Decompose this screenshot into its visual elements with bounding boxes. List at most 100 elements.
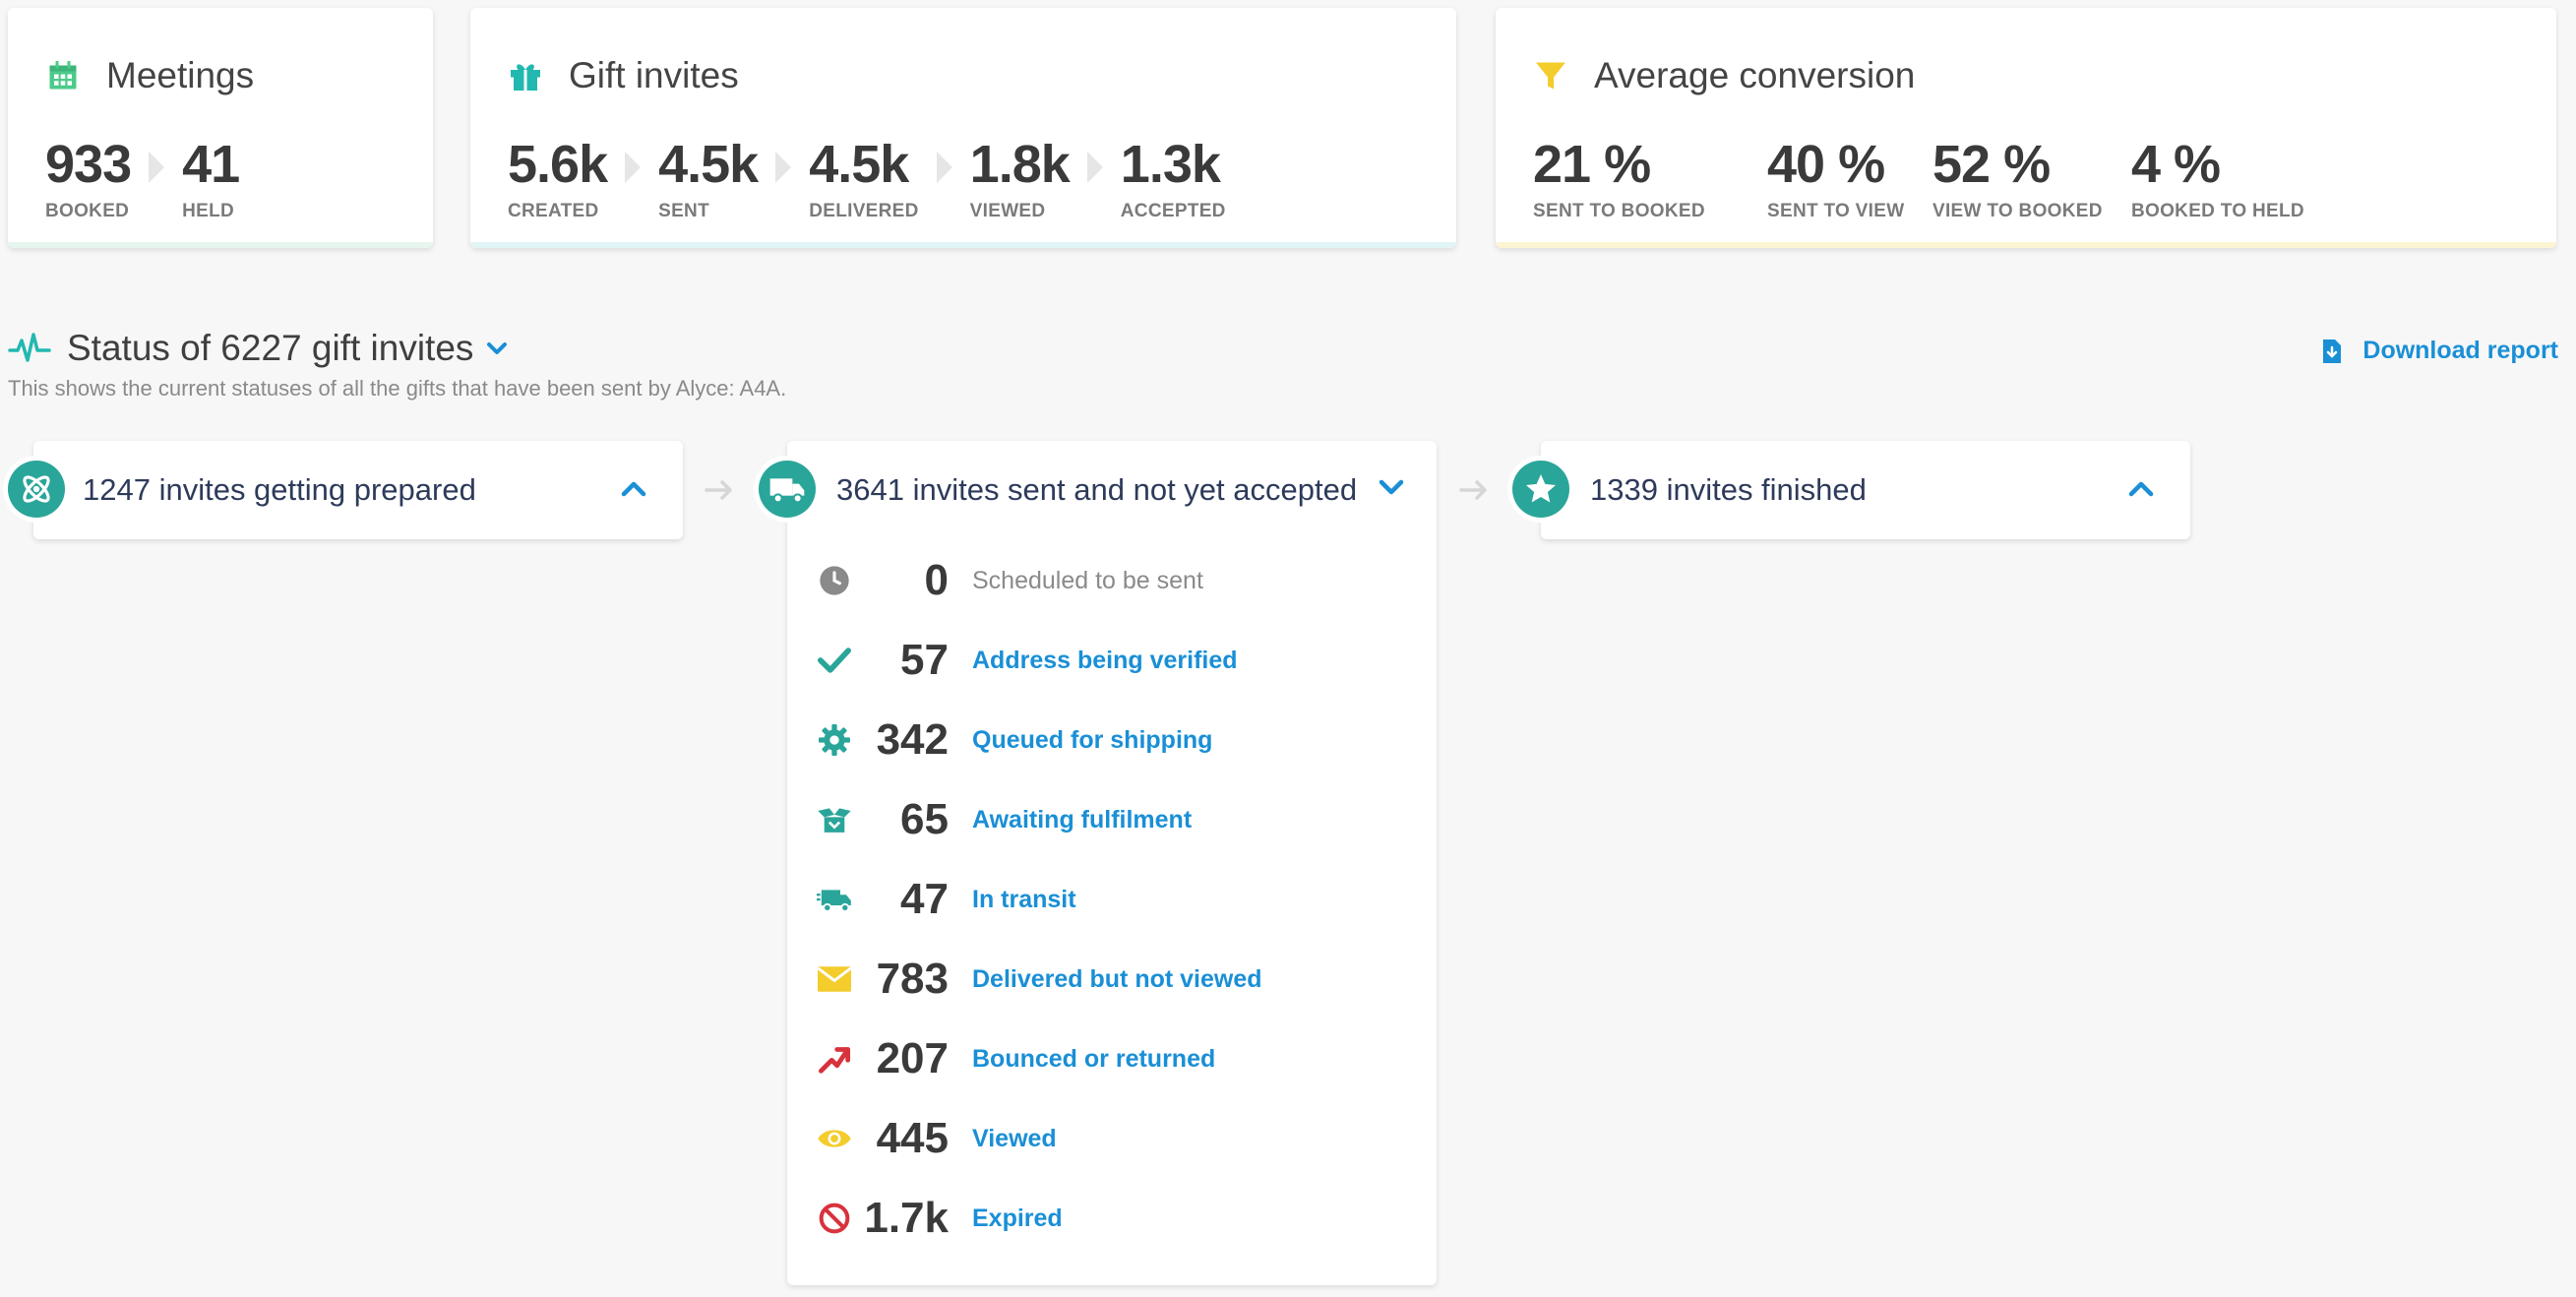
ban-icon [817, 1201, 852, 1236]
check-icon [817, 643, 852, 678]
stat-separator [625, 152, 642, 183]
download-report-label: Download report [2362, 337, 2558, 364]
delivered-value: 4.5k [809, 135, 909, 194]
open-box-icon [817, 802, 852, 837]
list-item[interactable]: 1.7k Expired [787, 1179, 1437, 1258]
created-stat: 5.6k CREATED [508, 132, 608, 222]
atom-icon [8, 461, 65, 518]
truck-icon [759, 461, 816, 518]
sent-to-view-label: SENT TO VIEW [1767, 201, 1905, 221]
sent-to-view-value: 40 % [1767, 135, 1885, 194]
column-title: 1339 invites finished [1590, 472, 1867, 507]
eye-icon [817, 1121, 852, 1156]
chevron-up-icon[interactable] [2125, 476, 2157, 500]
created-label: CREATED [508, 201, 599, 221]
status-count: 445 [876, 1114, 949, 1162]
star-icon [1512, 461, 1569, 518]
status-subtitle: This shows the current statuses of all t… [8, 376, 787, 401]
status-label: Bounced or returned [972, 1044, 1216, 1073]
gift-invites-card: Gift invites 5.6k CREATED 4.5k SENT 4.5k… [470, 8, 1456, 248]
chevron-down-icon[interactable] [485, 339, 509, 358]
status-count: 783 [876, 955, 949, 1003]
view-to-booked-label: VIEW TO BOOKED [1932, 201, 2103, 221]
booked-value: 933 [45, 135, 132, 194]
delivered-label: DELIVERED [809, 201, 919, 221]
list-item[interactable]: 445 Viewed [787, 1099, 1437, 1178]
chevron-down-icon[interactable] [1376, 476, 1407, 500]
conversion-title: Average conversion [1594, 55, 1916, 95]
activity-pulse-icon [8, 333, 51, 362]
status-section-header[interactable]: Status of 6227 gift invites [8, 328, 509, 369]
status-column-sent: 3641 invites sent and not yet accepted 0… [787, 441, 1437, 1285]
meetings-card: Meetings 933 BOOKED 41 HELD [8, 8, 433, 248]
sent-stat: 4.5k SENT [658, 132, 759, 222]
list-item[interactable]: 0 Scheduled to be sent [787, 541, 1437, 620]
meetings-title: Meetings [106, 55, 255, 95]
sent-to-booked-stat: 21 % SENT TO BOOKED [1533, 132, 1767, 222]
status-column-finished: 1339 invites finished [1541, 441, 2190, 539]
stat-separator [1086, 152, 1103, 183]
stat-separator [775, 152, 792, 183]
accepted-label: ACCEPTED [1120, 201, 1226, 221]
booked-stat: 933 BOOKED [45, 132, 132, 222]
status-title: Status of 6227 gift invites [67, 328, 474, 368]
list-item[interactable]: 207 Bounced or returned [787, 1019, 1437, 1098]
conversion-underline [1496, 242, 2556, 248]
column-header[interactable]: 1339 invites finished [1541, 441, 2190, 539]
status-column-prepared: 1247 invites getting prepared [33, 441, 683, 539]
column-title: 1247 invites getting prepared [83, 472, 476, 507]
bounce-arrow-icon [817, 1041, 852, 1077]
status-label: Scheduled to be sent [972, 566, 1203, 594]
flow-arrow-icon [705, 480, 732, 500]
stat-separator [936, 152, 952, 183]
status-label: In transit [972, 885, 1076, 913]
sent-to-booked-label: SENT TO BOOKED [1533, 201, 1705, 221]
status-label: Expired [972, 1204, 1063, 1232]
status-label: Delivered but not viewed [972, 964, 1262, 993]
list-item[interactable]: 47 In transit [787, 860, 1437, 939]
status-count: 57 [900, 636, 949, 684]
accepted-stat: 1.3k ACCEPTED [1121, 132, 1226, 222]
sent-to-booked-value: 21 % [1533, 135, 1651, 194]
accepted-value: 1.3k [1120, 135, 1221, 194]
gift-invites-underline [470, 242, 1456, 248]
list-item[interactable]: 57 Address being verified [787, 621, 1437, 700]
status-count: 47 [900, 875, 949, 923]
chevron-up-icon[interactable] [618, 476, 649, 500]
conversion-card: Average conversion 21 % SENT TO BOOKED 4… [1496, 8, 2556, 248]
status-count: 65 [900, 795, 949, 843]
clock-icon [817, 563, 852, 598]
held-value: 41 [182, 135, 240, 194]
status-count: 0 [924, 556, 949, 604]
list-item[interactable]: 342 Queued for shipping [787, 701, 1437, 779]
gift-invites-title: Gift invites [569, 55, 739, 95]
booked-label: BOOKED [45, 201, 130, 221]
held-label: HELD [182, 201, 235, 221]
status-count: 342 [876, 715, 949, 764]
download-file-icon [2323, 339, 2342, 363]
meetings-underline [8, 242, 433, 248]
download-report-button[interactable]: Download report [2321, 337, 2558, 365]
status-label: Queued for shipping [972, 725, 1213, 754]
viewed-value: 1.8k [969, 135, 1071, 194]
status-count: 1.7k [864, 1194, 949, 1242]
calendar-icon [49, 61, 77, 90]
status-label: Viewed [972, 1124, 1057, 1152]
sent-label: SENT [658, 201, 709, 221]
viewed-stat: 1.8k VIEWED [969, 132, 1071, 222]
booked-to-held-stat: 4 % BOOKED TO HELD [2131, 132, 2304, 222]
list-item[interactable]: 65 Awaiting fulfilment [787, 780, 1437, 859]
sent-to-view-stat: 40 % SENT TO VIEW [1767, 132, 1932, 222]
funnel-icon [1536, 62, 1565, 90]
status-label: Awaiting fulfilment [972, 805, 1193, 834]
flow-arrow-icon [1459, 480, 1487, 500]
column-header[interactable]: 1247 invites getting prepared [33, 441, 683, 539]
view-to-booked-stat: 52 % VIEW TO BOOKED [1932, 132, 2131, 222]
gear-icon [817, 722, 852, 758]
shipping-truck-icon [817, 882, 852, 917]
held-stat: 41 HELD [182, 132, 240, 222]
created-value: 5.6k [508, 135, 608, 194]
column-header[interactable]: 3641 invites sent and not yet accepted [787, 441, 1437, 539]
list-item[interactable]: 783 Delivered but not viewed [787, 940, 1437, 1019]
view-to-booked-value: 52 % [1932, 135, 2051, 194]
